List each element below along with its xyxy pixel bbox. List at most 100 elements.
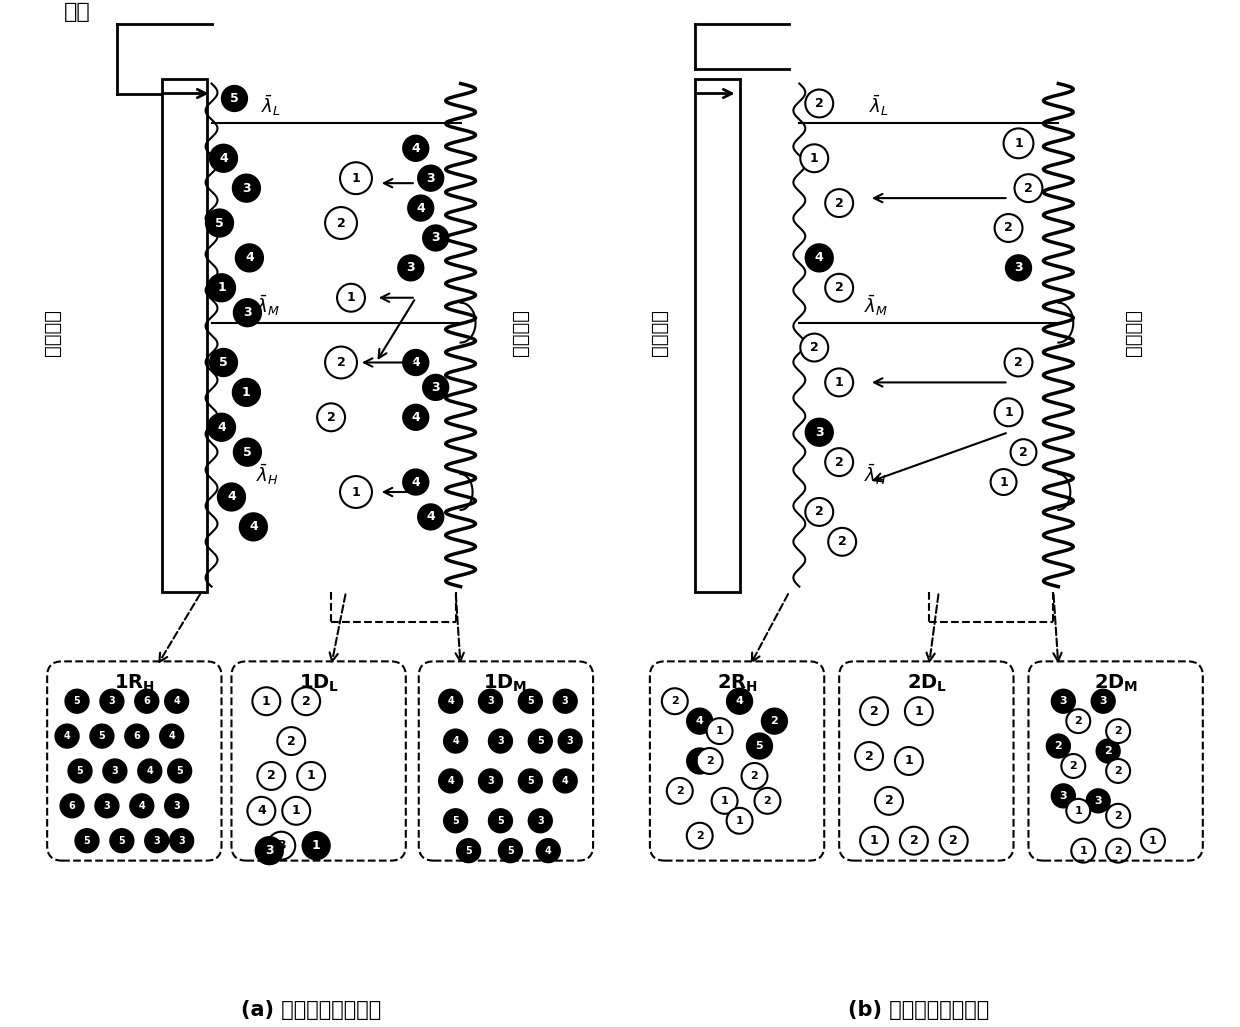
Text: 2: 2 <box>301 694 310 708</box>
Circle shape <box>826 274 853 302</box>
Circle shape <box>558 729 582 753</box>
Circle shape <box>667 777 693 804</box>
Text: 2: 2 <box>1014 356 1023 369</box>
Text: 4: 4 <box>427 510 435 524</box>
Circle shape <box>1052 689 1075 713</box>
Text: 4: 4 <box>249 521 258 533</box>
Circle shape <box>418 165 444 191</box>
Text: 1: 1 <box>835 376 843 389</box>
Circle shape <box>1106 804 1130 828</box>
Circle shape <box>91 724 114 748</box>
Text: 4: 4 <box>174 696 180 707</box>
Text: 5: 5 <box>219 356 228 369</box>
Text: 1: 1 <box>869 834 878 847</box>
Text: 4: 4 <box>139 801 145 811</box>
Circle shape <box>1106 759 1130 783</box>
Text: 蒸发器壁: 蒸发器壁 <box>650 309 670 356</box>
Circle shape <box>662 688 688 714</box>
Circle shape <box>403 349 429 376</box>
Circle shape <box>1003 128 1033 158</box>
Text: 3: 3 <box>815 426 823 439</box>
Text: 1: 1 <box>1014 137 1023 150</box>
Text: 2: 2 <box>1115 845 1122 855</box>
Circle shape <box>317 404 345 431</box>
Circle shape <box>403 136 429 161</box>
Circle shape <box>875 787 903 814</box>
Bar <box>161 78 207 592</box>
Circle shape <box>283 797 310 825</box>
Circle shape <box>553 689 577 713</box>
Text: 1: 1 <box>352 172 361 185</box>
Text: 2: 2 <box>1019 446 1028 459</box>
Circle shape <box>423 375 449 401</box>
Circle shape <box>55 724 79 748</box>
Text: 4: 4 <box>453 736 459 746</box>
Circle shape <box>1141 829 1164 852</box>
Text: 1: 1 <box>1149 836 1157 845</box>
Text: 1: 1 <box>720 796 728 806</box>
Text: 3: 3 <box>1100 696 1107 707</box>
Text: 2: 2 <box>810 341 818 354</box>
Circle shape <box>232 378 260 407</box>
Circle shape <box>236 244 263 272</box>
Text: 6: 6 <box>144 696 150 707</box>
Text: 1: 1 <box>347 292 356 304</box>
Circle shape <box>687 748 713 774</box>
Text: 4: 4 <box>246 252 254 264</box>
Text: 2: 2 <box>337 217 346 229</box>
Text: 2: 2 <box>696 831 703 841</box>
Text: 2: 2 <box>286 734 295 748</box>
Circle shape <box>805 244 833 272</box>
Text: 3: 3 <box>265 844 274 858</box>
Bar <box>694 78 739 592</box>
Text: 5: 5 <box>176 766 184 776</box>
Circle shape <box>489 809 512 833</box>
Circle shape <box>1061 754 1085 777</box>
Circle shape <box>1086 789 1110 812</box>
Circle shape <box>754 788 780 813</box>
Text: $\mathbf{1D_M}$: $\mathbf{1D_M}$ <box>484 673 527 694</box>
Text: 4: 4 <box>412 142 420 155</box>
Circle shape <box>207 274 236 302</box>
Circle shape <box>125 724 149 748</box>
Text: 4: 4 <box>544 845 552 855</box>
Circle shape <box>222 85 248 112</box>
Circle shape <box>994 398 1023 426</box>
Text: 3: 3 <box>112 766 118 776</box>
Text: 1: 1 <box>735 815 744 826</box>
Circle shape <box>233 299 262 327</box>
Text: $\mathbf{2D_L}$: $\mathbf{2D_L}$ <box>906 673 947 694</box>
Circle shape <box>170 829 193 852</box>
Circle shape <box>1004 348 1033 377</box>
Circle shape <box>100 689 124 713</box>
Text: 2: 2 <box>835 456 843 468</box>
Text: 5: 5 <box>73 696 81 707</box>
Text: 4: 4 <box>696 716 703 726</box>
Text: 2: 2 <box>815 97 823 110</box>
Text: $\bar{\lambda}_L$: $\bar{\lambda}_L$ <box>869 93 889 118</box>
Text: 3: 3 <box>174 801 180 811</box>
Text: 4: 4 <box>448 696 454 707</box>
Text: 1: 1 <box>291 804 300 817</box>
Circle shape <box>900 827 928 854</box>
Text: 1: 1 <box>715 726 723 736</box>
Circle shape <box>805 89 833 117</box>
Circle shape <box>206 210 233 237</box>
Circle shape <box>103 759 126 783</box>
Circle shape <box>805 498 833 526</box>
Circle shape <box>800 334 828 362</box>
Circle shape <box>805 418 833 446</box>
Text: 冷凝器壁: 冷凝器壁 <box>1123 309 1142 356</box>
Text: 5: 5 <box>215 217 224 229</box>
Circle shape <box>1066 710 1090 733</box>
Text: 2: 2 <box>1115 766 1122 776</box>
Circle shape <box>64 689 89 713</box>
Circle shape <box>1047 734 1070 758</box>
Circle shape <box>138 759 161 783</box>
Text: 4: 4 <box>412 356 420 369</box>
Circle shape <box>278 727 305 755</box>
Text: 4: 4 <box>63 731 71 741</box>
Circle shape <box>1106 719 1130 744</box>
Text: 5: 5 <box>497 815 503 826</box>
Text: 2: 2 <box>671 696 678 707</box>
